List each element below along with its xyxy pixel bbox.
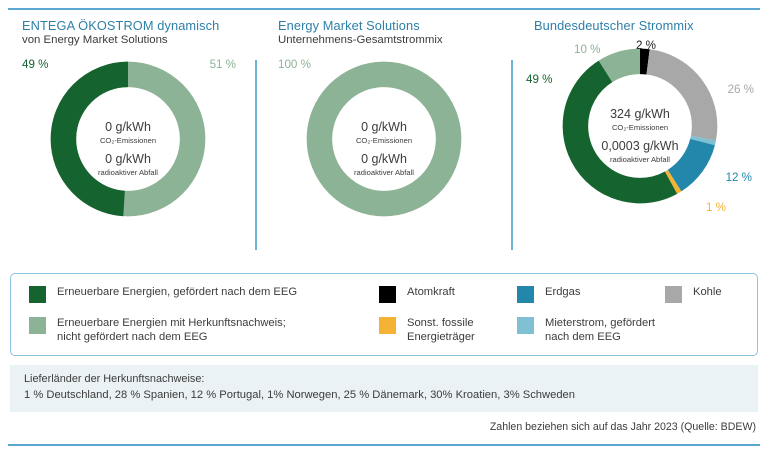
supplier-countries-heading: Lieferländer der Herkunftsnachweise:: [24, 373, 205, 385]
legend-label-mieterstrom: Mieterstrom, gefördert nach dem EEG: [545, 317, 656, 344]
donut-3-label-49: 49 %: [526, 73, 553, 86]
top-divider-rule: [8, 8, 760, 10]
bottom-divider-rule: [8, 444, 760, 446]
legend-item-erdgas: Erdgas: [517, 285, 665, 303]
donut-1-label-51: 51 %: [209, 58, 236, 71]
legend-column-2: Atomkraft Sonst. fossile Energieträger: [379, 285, 517, 344]
legend-item-mieterstrom: Mieterstrom, gefördert nach dem EEG: [517, 316, 665, 344]
legend-label-atomkraft: Atomkraft: [407, 286, 455, 298]
panel-1-subtitle: von Energy Market Solutions: [22, 34, 168, 46]
legend-column-1: Erneuerbare Energien, gefördert nach dem…: [29, 285, 379, 344]
slice-eeg-49: [50, 61, 206, 217]
donut-3-label-26: 26 %: [727, 83, 754, 96]
legend-label-sonst-fossil: Sonst. fossile Energieträger: [407, 317, 475, 344]
panel-1-title: ENTEGA ÖKOSTROM dynamisch: [22, 18, 220, 33]
donut-1-label-49: 49 %: [22, 58, 49, 71]
legend-label-erdgas: Erdgas: [545, 286, 581, 298]
legend-item-sonst-fossil: Sonst. fossile Energieträger: [379, 316, 517, 344]
legend-item-hkn: Erneuerbare Energien mit Herkunftsnachwe…: [29, 316, 379, 344]
legend-swatch-erdgas: [517, 286, 534, 303]
source-note: Zahlen beziehen sich auf das Jahr 2023 (…: [489, 421, 756, 433]
slice-hkn-10: [562, 48, 718, 204]
legend-item-eeg: Erneuerbare Energien, gefördert nach dem…: [29, 285, 379, 303]
panel-2-title: Energy Market Solutions: [278, 18, 420, 33]
slice-eeg-49: [562, 48, 718, 204]
legend-column-4: Kohle: [665, 285, 722, 344]
legend-swatch-kohle: [665, 286, 682, 303]
legend-item-atomkraft: Atomkraft: [379, 285, 517, 303]
legend-label-kohle: Kohle: [693, 286, 722, 298]
legend-label-hkn: Erneuerbare Energien mit Herkunftsnachwe…: [57, 317, 286, 344]
panel-bundesdeutscher-strommix: Bundesdeutscher Strommix: [511, 18, 768, 268]
donut-chart-1: 0 g/kWh CO₂-Emissionen 0 g/kWh radioakti…: [14, 54, 242, 244]
legend-swatch-sonst-fossil: [379, 317, 396, 334]
donut-chart-2: 0 g/kWh CO₂-Emissionen 0 g/kWh radioakti…: [270, 54, 498, 244]
legend-item-kohle: Kohle: [665, 285, 722, 303]
donut-3-label-2: 2 %: [636, 39, 656, 52]
panel-energy-market-solutions: Energy Market Solutions Unternehmens-Ges…: [255, 18, 512, 268]
legend-label-eeg: Erneuerbare Energien, gefördert nach dem…: [57, 286, 298, 298]
donut-3-label-12: 12 %: [725, 171, 752, 184]
donut-3-label-1: 1 %: [706, 201, 726, 214]
legend-box: Erneuerbare Energien, gefördert nach dem…: [10, 273, 758, 356]
donut-3-svg: [562, 48, 718, 204]
legend-swatch-atomkraft: [379, 286, 396, 303]
legend-swatch-hkn: [29, 317, 46, 334]
donut-2-svg: [306, 61, 462, 217]
panel-3-title: Bundesdeutscher Strommix: [534, 18, 694, 33]
donut-panels-row: ENTEGA ÖKOSTROM dynamisch von Energy Mar…: [0, 18, 768, 268]
slice-hkn-100: [306, 61, 462, 217]
legend-swatch-mieterstrom: [517, 317, 534, 334]
donut-1-svg: [50, 61, 206, 217]
panel-entega-oekostrom: ENTEGA ÖKOSTROM dynamisch von Energy Mar…: [0, 18, 256, 268]
supplier-countries-values: 1 % Deutschland, 28 % Spanien, 12 % Port…: [24, 389, 575, 401]
panel-2-subtitle: Unternehmens-Gesamtstrommix: [278, 34, 443, 46]
donut-2-label-100: 100 %: [278, 58, 311, 71]
supplier-countries-box: Lieferländer der Herkunftsnachweise: 1 %…: [10, 365, 758, 412]
slice-kohle-26: [562, 48, 718, 204]
donut-chart-3: 324 g/kWh CO₂-Emissionen 0,0003 g/kWh ra…: [526, 39, 754, 231]
legend-column-3: Erdgas Mieterstrom, gefördert nach dem E…: [517, 285, 665, 344]
donut-3-label-10: 10 %: [574, 43, 601, 56]
legend-swatch-eeg: [29, 286, 46, 303]
